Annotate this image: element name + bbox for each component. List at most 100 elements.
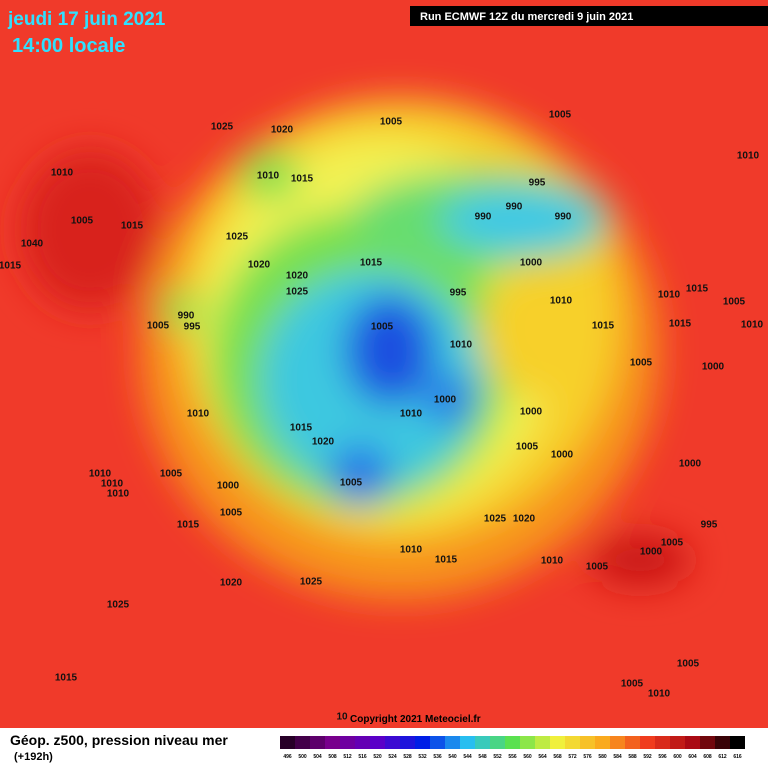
- legend-swatch: [625, 736, 640, 749]
- legend-label: 600: [673, 754, 682, 760]
- date: jeudi 17 juin 2021: [7, 9, 166, 30]
- isobar-label: 1010: [741, 320, 764, 331]
- legend-label: 524: [388, 754, 397, 760]
- legend-label: 520: [373, 754, 382, 760]
- legend-swatch: [355, 736, 370, 749]
- isobar-label: 1000: [434, 395, 457, 406]
- legend-swatch: [610, 736, 625, 749]
- legend-swatch: [460, 736, 475, 749]
- isobar-label: 1000: [217, 481, 240, 492]
- legend-label: 496: [283, 754, 292, 760]
- isobar-label: 995: [450, 288, 467, 299]
- legend-swatch: [445, 736, 460, 749]
- legend-label: 528: [403, 754, 412, 760]
- isobar-label: 1010: [450, 340, 473, 351]
- legend-label: 504: [313, 754, 322, 760]
- isobar-label: 1015: [121, 221, 144, 232]
- legend-swatch: [415, 736, 430, 749]
- legend-label: 608: [703, 754, 712, 760]
- isobar-label: 1010: [400, 545, 423, 556]
- isobar-label: 1010: [101, 479, 124, 490]
- isobar-label: 1005: [220, 508, 243, 519]
- legend-label: 516: [358, 754, 367, 760]
- isobar-label: 1005: [71, 216, 94, 227]
- legend-label: 604: [688, 754, 697, 760]
- legend-label: 532: [418, 754, 427, 760]
- legend-swatch: [685, 736, 700, 749]
- isobar-label: 990: [475, 212, 492, 223]
- legend-swatch: [565, 736, 580, 749]
- isobar-label: 1015: [360, 258, 383, 269]
- legend-label: 540: [448, 754, 457, 760]
- isobar-label: 1015: [435, 555, 458, 566]
- isobar-label: 1005: [147, 321, 170, 332]
- isobar-label: 10: [336, 712, 348, 723]
- isobar-label: 1010: [107, 489, 130, 500]
- isobar-label: 1005: [380, 117, 403, 128]
- isobar-label: 1000: [640, 547, 663, 558]
- isobar-label: 1000: [679, 459, 702, 470]
- legend-swatch: [310, 736, 325, 749]
- isobar-label: 1000: [520, 258, 543, 269]
- isobar-label: 1025: [211, 122, 234, 133]
- legend-label: 596: [658, 754, 667, 760]
- isobar-label: 1000: [551, 450, 574, 461]
- isobar-label: 990: [506, 202, 523, 213]
- isobar-label: 1020: [286, 271, 309, 282]
- isobar-label: 1015: [290, 423, 313, 434]
- isobar-label: 1025: [286, 287, 309, 298]
- isobar-label: 1010: [737, 151, 760, 162]
- isobar-label: 1005: [160, 469, 183, 480]
- legend-label: 536: [433, 754, 442, 760]
- isobar-label: 1020: [220, 578, 243, 589]
- legend-label: 500: [298, 754, 307, 760]
- legend-swatch: [280, 736, 295, 749]
- isobar-label: 1015: [669, 319, 692, 330]
- isobar-label: 995: [529, 178, 546, 189]
- legend-label: 616: [733, 754, 742, 760]
- isobar-label: 1025: [226, 232, 249, 243]
- legend-swatch: [535, 736, 550, 749]
- isobar-label: 1020: [513, 514, 536, 525]
- legend-label: 544: [463, 754, 472, 760]
- field: [20, 100, 690, 600]
- legend-label: 572: [568, 754, 577, 760]
- legend-label: 560: [523, 754, 532, 760]
- legend-swatch: [340, 736, 355, 749]
- isobar-label: 1005: [630, 358, 653, 369]
- isobar-label: 1010: [257, 171, 280, 182]
- isobar-label: 990: [555, 212, 572, 223]
- legend-label: 580: [598, 754, 607, 760]
- isobar-label: 1015: [291, 174, 314, 185]
- isobar-label: 1015: [686, 284, 709, 295]
- isobar-label: 1020: [312, 437, 335, 448]
- isobar-label: 1010: [400, 409, 423, 420]
- legend-label: 548: [478, 754, 487, 760]
- legend-swatch: [385, 736, 400, 749]
- legend-swatch: [595, 736, 610, 749]
- legend-swatch: [400, 736, 415, 749]
- isobar-label: 1005: [516, 442, 539, 453]
- legend-swatch: [475, 736, 490, 749]
- legend-swatch: [295, 736, 310, 749]
- legend-label: 612: [718, 754, 727, 760]
- legend-swatch: [700, 736, 715, 749]
- isobar-label: 1005: [621, 679, 644, 690]
- isobar-label: 1010: [51, 168, 74, 179]
- isobar-label: 1005: [549, 110, 572, 121]
- legend-swatch: [490, 736, 505, 749]
- isobar-label: 1005: [340, 478, 363, 489]
- run-info: Run ECMWF 12Z du mercredi 9 juin 2021: [420, 11, 633, 23]
- isobar-label: 1040: [21, 239, 44, 250]
- isobar-label: 1010: [187, 409, 210, 420]
- legend-swatch: [505, 736, 520, 749]
- caption-step: (+192h): [14, 751, 53, 763]
- legend-label: 568: [553, 754, 562, 760]
- isobar-label: 1005: [371, 322, 394, 333]
- isobar-label: 1005: [661, 538, 684, 549]
- legend-swatch: [640, 736, 655, 749]
- isobar-label: 1010: [541, 556, 564, 567]
